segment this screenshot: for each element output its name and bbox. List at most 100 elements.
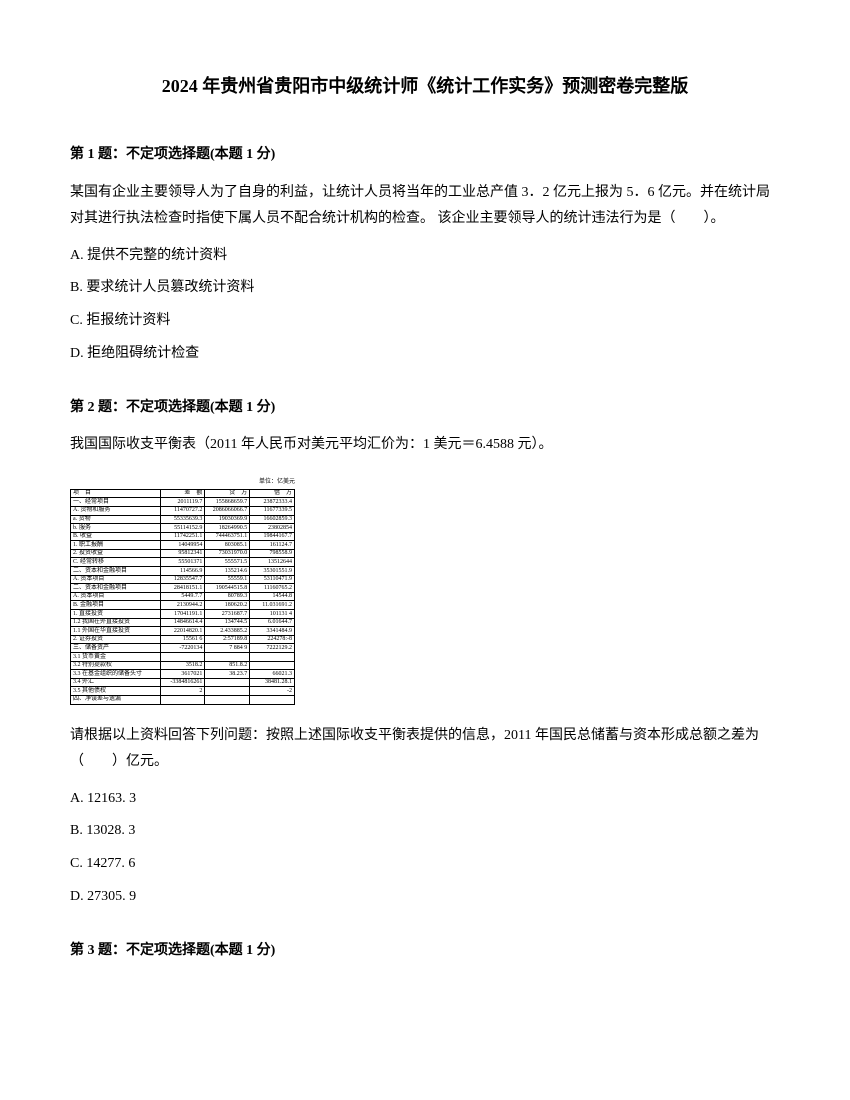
table-cell: 12835547.7 [160, 575, 205, 584]
table-cell: 2. 证券投资 [71, 635, 161, 644]
page-title: 2024 年贵州省贵阳市中级统计师《统计工作实务》预测密卷完整版 [70, 70, 780, 102]
table-cell: -7220134 [160, 644, 205, 653]
table-cell: 1.2 我国在外直接投资 [71, 618, 161, 627]
table-cell: 744463751.1 [205, 532, 250, 541]
table-cell: 二、资本和金融项目 [71, 584, 161, 593]
table-cell: 2011119.7 [160, 498, 205, 507]
table-cell [250, 695, 295, 704]
table-cell: 55335639.3 [160, 515, 205, 524]
table-row: 二、资本和金融项目28418151.1190544515.811160765.2 [71, 584, 295, 593]
q2-header: 第 2 题：不定项选择题(本题 1 分) [70, 395, 780, 420]
table-cell: 35301551.9 [250, 567, 295, 576]
table-row: 1.1 外国在华直接投资22014820.12.433885.23341484.… [71, 627, 295, 636]
table-row: 3.1 货币黄金 [71, 653, 295, 662]
table-cell: 3.1 货币黄金 [71, 653, 161, 662]
table-row: 3.3 在基金组织的储备头寸361702138.23.766021.3 [71, 670, 295, 679]
table-cell [160, 653, 205, 662]
bop-th-balance: 差 额 [160, 489, 205, 498]
table-cell [205, 695, 250, 704]
q2-option-b: B. 13028. 3 [70, 818, 780, 845]
table-cell: 161124.7 [250, 541, 295, 550]
table-row: 四、净误差与遗漏 [71, 695, 295, 704]
table-row: 3.4 外汇-338481626138481.28.1 [71, 678, 295, 687]
q2-followup: 请根据以上资料回答下列问题：按照上述国际收支平衡表提供的信息，2011 年国民总… [70, 723, 780, 776]
q2-body: 我国国际收支平衡表（2011 年人民币对美元平均汇价为：1 美元＝6.4588 … [70, 432, 780, 459]
table-row: B. 金融项目2130944.2180620.211.031691.2 [71, 601, 295, 610]
bop-th-item: 项 目 [71, 489, 161, 498]
table-row: 1.2 我国在外直接投资14846614.4134744.56.01644.7 [71, 618, 295, 627]
table-cell: 11.031691.2 [250, 601, 295, 610]
table-cell: 3518.2 [160, 661, 205, 670]
table-cell: 803085.1 [205, 541, 250, 550]
table-cell: B. 收益 [71, 532, 161, 541]
table-cell: 3341484.9 [250, 627, 295, 636]
table-cell: A. 货物和服务 [71, 506, 161, 515]
table-cell: 13512644 [250, 558, 295, 567]
table-cell: 55114152.9 [160, 524, 205, 533]
q1-header: 第 1 题：不定项选择题(本题 1 分) [70, 142, 780, 167]
table-cell: 7 884 9 [205, 644, 250, 653]
table-cell: 134744.5 [205, 618, 250, 627]
table-cell: 6.01644.7 [250, 618, 295, 627]
bop-table: 项 目 差 额 贷 方 借 方 一、经常项目2011119.7155868659… [70, 489, 295, 705]
table-row: 二、资本和金融项目114566.9135214.635301551.9 [71, 567, 295, 576]
table-row: C. 经常转移55501371555571.513512644 [71, 558, 295, 567]
table-cell: B. 金融项目 [71, 601, 161, 610]
table-cell: 66021.3 [250, 670, 295, 679]
table-cell: 53110471.9 [250, 575, 295, 584]
q2-option-d: D. 27305. 9 [70, 884, 780, 911]
table-cell [250, 653, 295, 662]
table-cell: 101131 4 [250, 610, 295, 619]
table-cell: A. 资本项目 [71, 575, 161, 584]
table-cell: 22014820.1 [160, 627, 205, 636]
table-cell: 95812341 [160, 549, 205, 558]
table-cell: 23872333.4 [250, 498, 295, 507]
table-row: B. 收益11742251.1744463751.119844167.7 [71, 532, 295, 541]
bop-table-header-row: 项 目 差 额 贷 方 借 方 [71, 489, 295, 498]
bop-th-credit: 贷 方 [205, 489, 250, 498]
q1-option-a: A. 提供不完整的统计资料 [70, 243, 780, 270]
table-cell: -2 [250, 687, 295, 696]
table-cell: 155868659.7 [205, 498, 250, 507]
q1-option-d: D. 拒绝阻碍统计检查 [70, 341, 780, 368]
table-cell: 555571.5 [205, 558, 250, 567]
table-row: 3.2 特别提款权3518.2851.8.2 [71, 661, 295, 670]
table-cell: 3.4 外汇 [71, 678, 161, 687]
table-cell: 3617021 [160, 670, 205, 679]
table-cell: 3.3 在基金组织的储备头寸 [71, 670, 161, 679]
q2-option-c: C. 14277. 6 [70, 851, 780, 878]
table-cell: 114566.9 [160, 567, 205, 576]
table-cell: 17041191.1 [160, 610, 205, 619]
table-cell [160, 695, 205, 704]
q3-header: 第 3 题：不定项选择题(本题 1 分) [70, 938, 780, 963]
table-row: 三、储备资产-72201347 884 97222129.2 [71, 644, 295, 653]
table-cell [205, 653, 250, 662]
table-cell: a. 货物 [71, 515, 161, 524]
table-cell: 80789.3 [205, 592, 250, 601]
table-row: 1. 职工报酬14049954803085.1161124.7 [71, 541, 295, 550]
table-cell: 四、净误差与遗漏 [71, 695, 161, 704]
table-cell: C. 经常转移 [71, 558, 161, 567]
table-cell: 5449.7.7 [160, 592, 205, 601]
table-cell: 2.433885.2 [205, 627, 250, 636]
table-cell: 3.5 其他债权 [71, 687, 161, 696]
table-cell: 1.1 外国在华直接投资 [71, 627, 161, 636]
table-cell: 2 [160, 687, 205, 696]
table-cell: 19030369.9 [205, 515, 250, 524]
table-cell: 14846614.4 [160, 618, 205, 627]
q2-option-a: A. 12163. 3 [70, 786, 780, 813]
bop-table-wrap: 单位：亿美元 项 目 差 额 贷 方 借 方 一、经常项目2011119.715… [70, 477, 780, 705]
table-cell: 2130944.2 [160, 601, 205, 610]
table-cell: 2. 投资收益 [71, 549, 161, 558]
table-cell: 11742251.1 [160, 532, 205, 541]
table-row: a. 货物55335639.319030369.916602859.3 [71, 515, 295, 524]
table-row: 3.5 其他债权2 -2 [71, 687, 295, 696]
table-cell: 11160765.2 [250, 584, 295, 593]
table-cell: 135214.6 [205, 567, 250, 576]
table-cell: 2731687.7 [205, 610, 250, 619]
table-cell: 180620.2 [205, 601, 250, 610]
table-cell: 18264990.5 [205, 524, 250, 533]
bop-table-unit: 单位：亿美元 [70, 477, 295, 488]
table-row: b. 服务55114152.918264990.523802854 [71, 524, 295, 533]
table-row: 1. 直接投资17041191.12731687.7101131 4 [71, 610, 295, 619]
